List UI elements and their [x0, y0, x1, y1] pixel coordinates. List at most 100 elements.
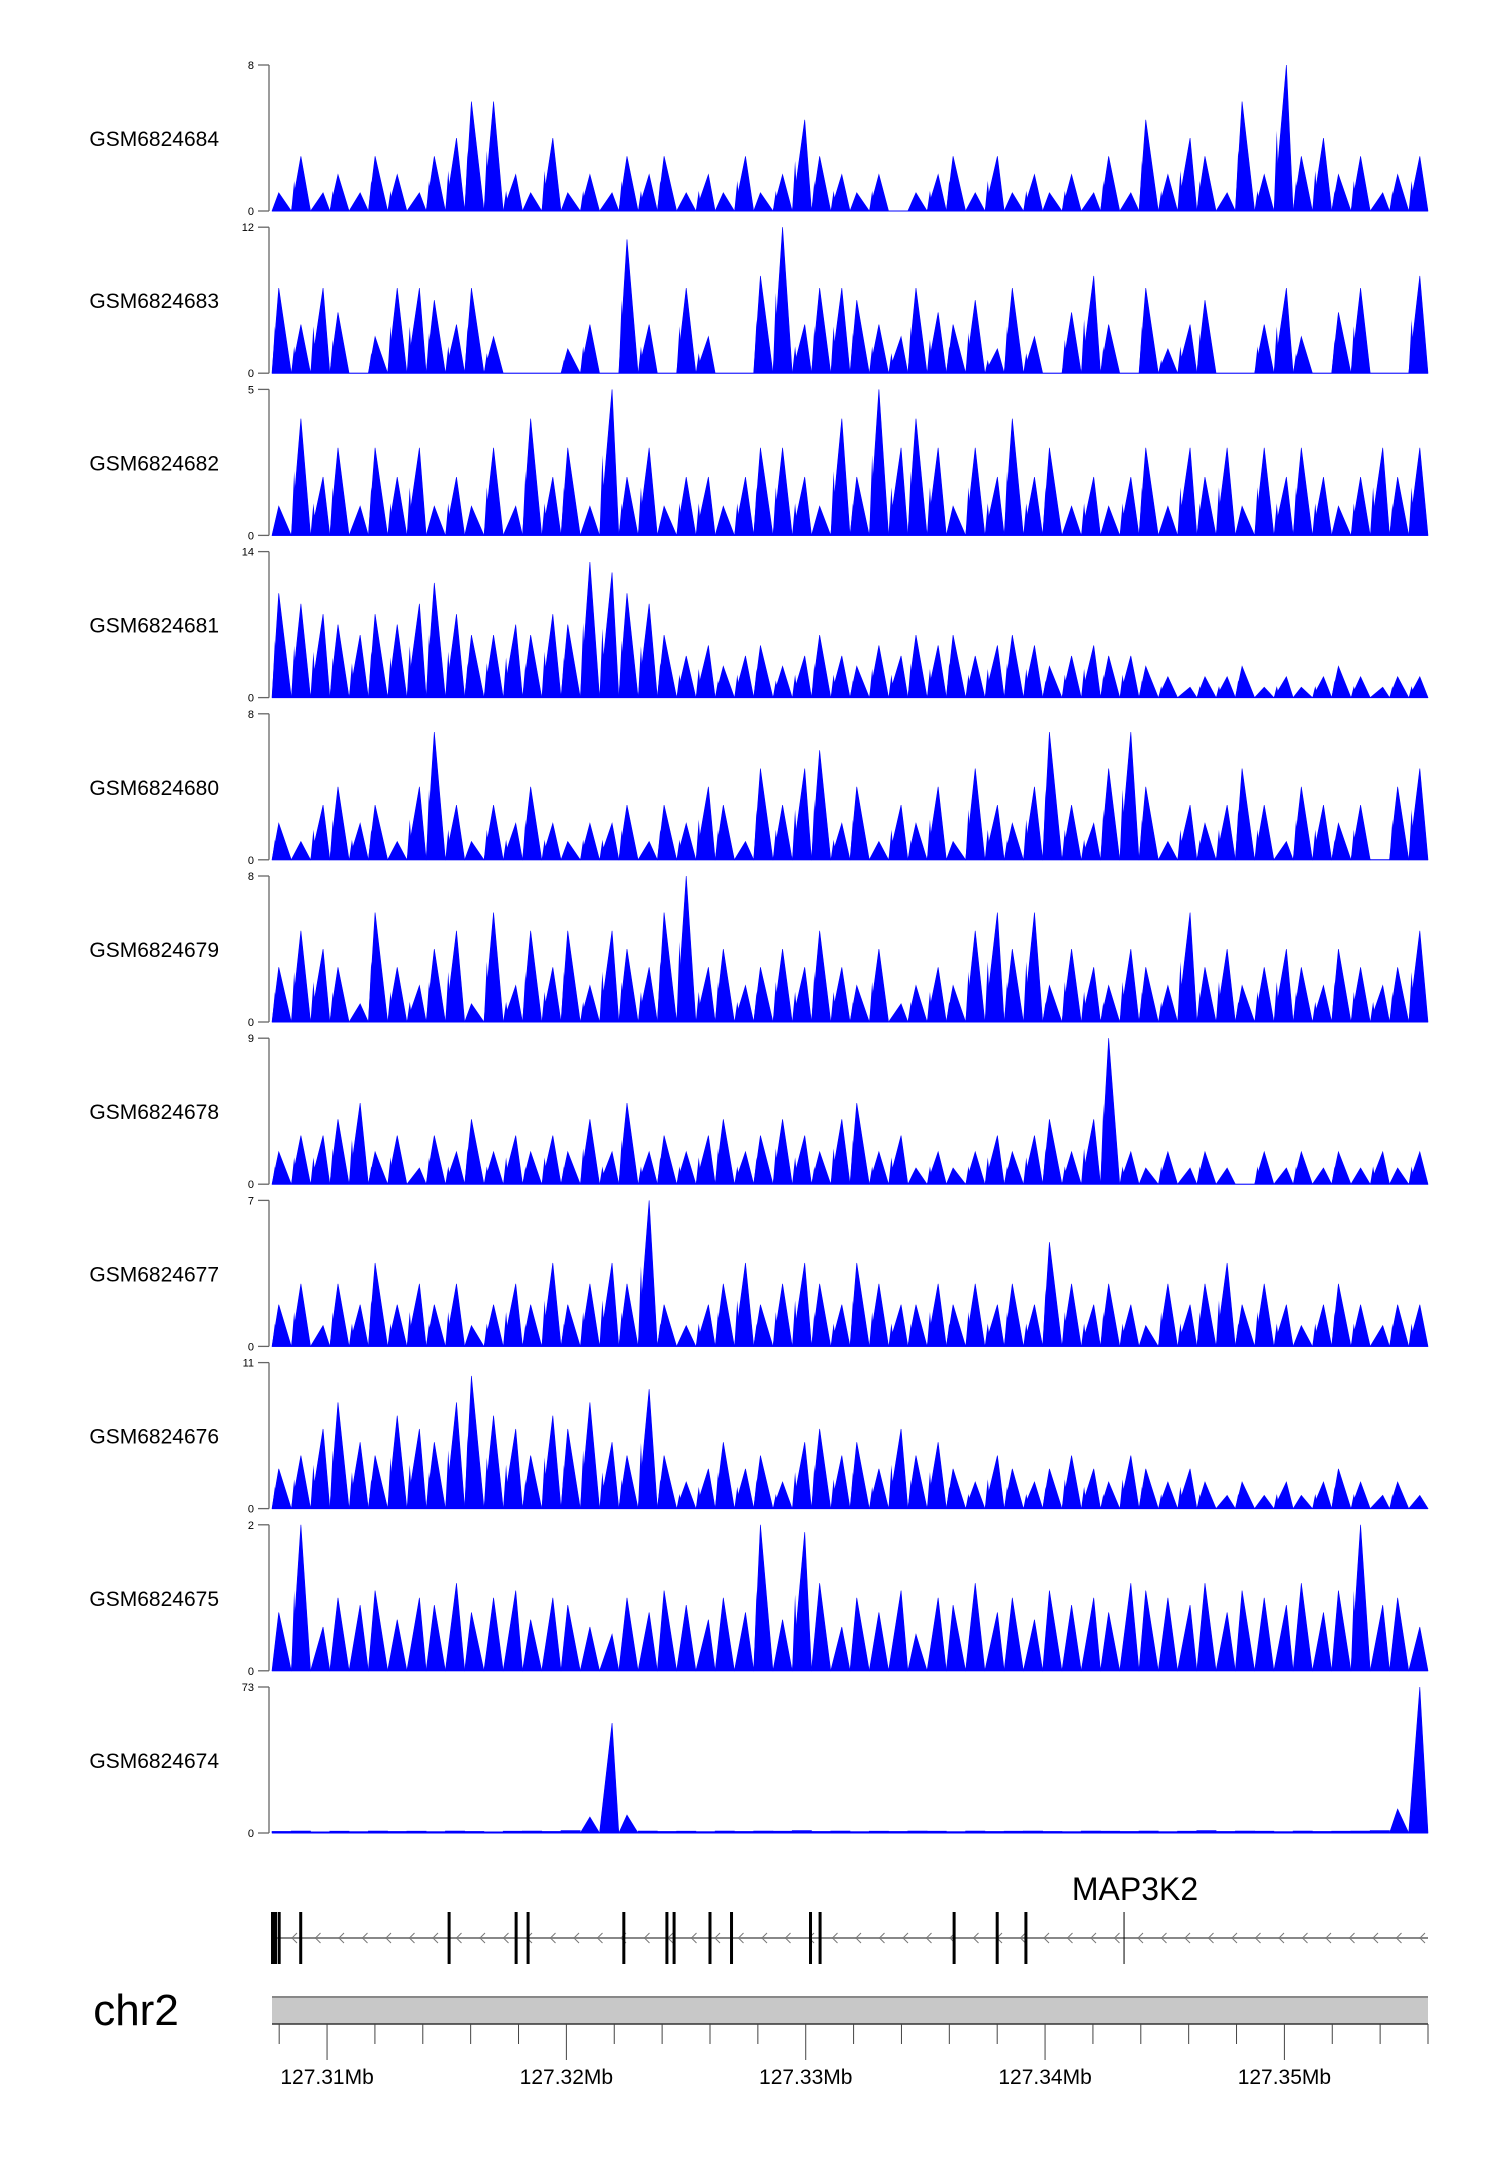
y-tick-label-min: 0: [248, 368, 254, 380]
signal-subpeak: [464, 1435, 471, 1509]
signal-subpeak: [541, 170, 548, 211]
strand-arrow-icon: [1066, 1932, 1073, 1944]
signal-subpeak: [772, 1494, 779, 1509]
signal-subpeak: [772, 1148, 779, 1185]
signal-subpeak: [522, 971, 529, 1022]
signal-subpeak: [695, 668, 702, 698]
signal-subpeak: [695, 991, 702, 1022]
signal-subpeak: [387, 657, 394, 698]
strand-arrow-icon: [831, 1932, 838, 1944]
signal-subpeak: [1081, 839, 1087, 860]
track-label: GSM6824678: [89, 1101, 219, 1124]
signal-subpeak: [657, 663, 664, 698]
track-label: GSM6824681: [89, 615, 219, 638]
signal-subpeak: [1061, 190, 1068, 211]
signal-peak: [1176, 1167, 1198, 1185]
signal-subpeak: [1216, 487, 1222, 536]
signal-subpeak: [869, 1166, 876, 1185]
signal-subpeak: [1350, 686, 1357, 698]
signal-subpeak: [522, 471, 529, 536]
signal-subpeak: [965, 333, 972, 374]
signal-subpeak: [850, 503, 856, 536]
signal-subpeak: [984, 180, 991, 211]
signal-subpeak: [272, 326, 278, 374]
signal-subpeak: [272, 1166, 278, 1185]
signal-subpeak: [561, 1323, 567, 1347]
strand-arrow-icon: [1184, 1932, 1191, 1944]
signal-subpeak: [946, 663, 953, 698]
signal-peak: [1177, 1605, 1198, 1672]
signal-subpeak: [1042, 1001, 1049, 1022]
signal-peak: [1389, 1597, 1410, 1672]
signal-subpeak: [1312, 686, 1319, 698]
signal-peak: [1157, 1597, 1178, 1672]
signal-subpeak: [676, 674, 683, 698]
signal-subpeak: [888, 1464, 895, 1509]
signal-subpeak: [811, 326, 818, 374]
signal-peak: [1061, 1605, 1082, 1672]
signal-subpeak: [329, 1311, 336, 1347]
signal-subpeak: [1139, 680, 1145, 698]
signal-peak: [1369, 1324, 1390, 1347]
signal-peak: [483, 1597, 504, 1672]
signal-peak: [888, 1590, 909, 1672]
signal-subpeak: [1408, 686, 1415, 698]
x-tick-label: 127.34Mb: [998, 2066, 1091, 2089]
signal-subpeak: [715, 1311, 721, 1347]
signal-subpeak: [1081, 1148, 1087, 1185]
signal-subpeak: [349, 1472, 355, 1509]
signal-subpeak: [830, 1323, 837, 1347]
signal-subpeak: [965, 487, 972, 536]
signal-subpeak: [445, 1311, 452, 1347]
signal-subpeak: [1023, 819, 1030, 860]
signal-subpeak: [1081, 319, 1087, 374]
signal-subpeak: [1235, 809, 1242, 860]
signal-subpeak: [349, 1139, 355, 1185]
signal-subpeak: [541, 1157, 548, 1185]
signal-subpeak: [1273, 1323, 1280, 1347]
signal-subpeak: [1023, 1157, 1030, 1185]
signal-subpeak: [1042, 487, 1049, 536]
signal-subpeak: [406, 819, 413, 860]
signal-peak: [1408, 1686, 1429, 1834]
signal-subpeak: [888, 1157, 895, 1185]
signal-subpeak: [483, 961, 490, 1022]
signal-subpeak: [599, 839, 606, 860]
signal-subpeak: [907, 471, 914, 536]
signal-subpeak: [1023, 190, 1030, 211]
y-tick-label-min: 0: [248, 1666, 254, 1678]
signal-subpeak: [1312, 1494, 1319, 1509]
signal-peak: [945, 505, 967, 536]
signal-subpeak: [1158, 1001, 1165, 1022]
signal-subpeak: [638, 1442, 644, 1509]
signal-peak: [445, 1583, 465, 1672]
gene-exon: [665, 1912, 669, 1964]
x-tick-label: 127.32Mb: [520, 2066, 613, 2089]
signal-peak: [907, 192, 928, 212]
signal-subpeak: [927, 668, 933, 698]
signal-subpeak: [927, 1472, 933, 1509]
signal-subpeak: [830, 991, 837, 1022]
strand-arrow-icon: [596, 1932, 603, 1944]
signal-subpeak: [561, 1166, 567, 1185]
signal-subpeak: [329, 657, 336, 698]
y-tick-label-min: 0: [248, 855, 254, 867]
signal-subpeak: [1100, 346, 1107, 374]
signal-subpeak: [580, 1148, 587, 1185]
signal-subpeak: [907, 663, 914, 698]
signal-subpeak: [1331, 190, 1338, 211]
signal-subpeak: [792, 1300, 798, 1347]
signal-subpeak: [445, 971, 452, 1022]
signal-subpeak: [1158, 1311, 1165, 1347]
signal-subpeak: [907, 1323, 914, 1347]
signal-subpeak: [406, 1311, 413, 1347]
strand-arrow-icon: [338, 1932, 345, 1944]
signal-peak: [1253, 686, 1275, 698]
signal-subpeak: [888, 829, 895, 860]
signal-subpeak: [580, 190, 587, 211]
signal-subpeak: [329, 819, 336, 860]
signal-subpeak: [1254, 829, 1261, 860]
signal-subpeak: [310, 503, 317, 536]
signal-subpeak: [618, 829, 625, 860]
signal-subpeak: [850, 1300, 856, 1347]
